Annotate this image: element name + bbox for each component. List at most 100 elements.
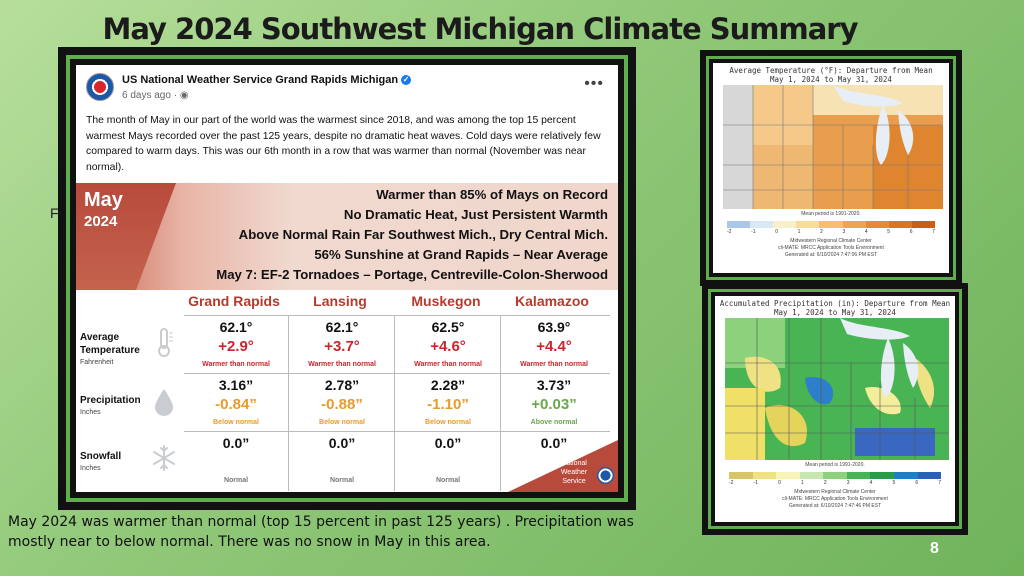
precip-map-frame: Accumulated Precipitation (in): Departur… <box>702 283 968 535</box>
legend-swatch <box>865 221 889 228</box>
precip-mean-period: Mean period is 1991-2020. <box>805 462 865 468</box>
temp-departure: +4.6° <box>430 338 466 355</box>
legend-swatch <box>799 472 824 479</box>
temp-value: 62.1° <box>219 319 253 335</box>
footer-line: Midwestern Regional Climate Center <box>794 489 876 495</box>
legend-tick: 2 <box>823 480 827 486</box>
legend-tick: 4 <box>864 229 868 235</box>
temp-note: Warmer than normal <box>202 361 270 368</box>
post-time[interactable]: 6 days ago · <box>122 90 180 101</box>
row-unit-precipitation: Inches <box>80 409 101 416</box>
post-image-frame: US National Weather Service Grand Rapids… <box>58 47 636 510</box>
table-divider <box>500 315 501 491</box>
raindrop-icon <box>155 389 173 416</box>
legend-swatch <box>870 472 894 479</box>
precip-legend-ticks: -2 -1 0 1 2 3 4 5 6 7 <box>729 480 941 486</box>
post-header: US National Weather Service Grand Rapids… <box>86 71 608 111</box>
nws-badge-text: National Weather Service <box>560 460 588 485</box>
precip-departure: +0.03” <box>531 396 577 413</box>
precip-value: 3.16” <box>218 377 254 393</box>
station-header: Muskegon <box>411 293 481 309</box>
nws-avatar[interactable] <box>86 73 114 101</box>
precip-note: Below normal <box>319 419 365 426</box>
precip-departure: -0.84” <box>215 396 257 413</box>
row-label-temperature: Average Temperature <box>80 332 140 356</box>
temp-legend-ticks: -2 -1 0 1 2 3 4 5 6 7 <box>727 229 935 235</box>
temp-map-footer: Midwestern Regional Climate Center cli-M… <box>713 238 949 259</box>
legend-tick: 6 <box>909 229 913 235</box>
legend-swatch <box>917 472 942 479</box>
legend-swatch <box>888 221 912 228</box>
author-name[interactable]: US National Weather Service Grand Rapids… <box>122 74 399 86</box>
banner-line: Warmer than 85% of Mays on Record <box>376 187 608 202</box>
snow-note: Normal <box>435 477 461 484</box>
table-divider <box>288 315 289 491</box>
temp-map-frame: Average Temperature (°F): Departure from… <box>700 50 962 286</box>
temp-map-title-block: Average Temperature (°F): Departure from… <box>713 66 949 84</box>
precip-value: 3.73” <box>536 377 572 393</box>
precip-map-title-block: Accumulated Precipitation (in): Departur… <box>715 299 955 317</box>
table-divider <box>394 315 395 491</box>
legend-swatch <box>819 221 843 228</box>
table-divider <box>184 315 610 316</box>
legend-tick: 6 <box>915 480 919 486</box>
verified-badge-icon: ✓ <box>401 75 412 86</box>
legend-swatch <box>729 472 753 479</box>
page-number: 8 <box>930 540 939 557</box>
temp-departure: +2.9° <box>218 338 254 355</box>
precip-departure: -0.88” <box>321 396 363 413</box>
footer-line: cli-MATE: MRCC Application Tools Environ… <box>778 245 884 251</box>
temp-value: 62.1° <box>325 319 359 335</box>
banner-month: May <box>84 189 123 211</box>
legend-swatch <box>776 472 800 479</box>
temp-departure: +4.4° <box>536 338 572 355</box>
snow-value: 0.0” <box>328 435 356 451</box>
legend-swatch <box>846 472 871 479</box>
summary-banner: May 2024 Warmer than 85% of Mays on Reco… <box>76 183 618 290</box>
banner-line: 56% Sunshine at Grand Rapids – Near Aver… <box>314 247 608 262</box>
legend-tick: 2 <box>820 229 823 235</box>
precip-map-title: Accumulated Precipitation (in): Departur… <box>719 299 951 308</box>
temp-value: 63.9° <box>537 319 571 335</box>
legend-tick: 7 <box>932 229 935 235</box>
thermometer-icon <box>158 328 173 357</box>
row-unit-temperature: Fahrenheit <box>80 359 114 366</box>
legend-tick: 4 <box>869 480 873 486</box>
station-header: Kalamazoo <box>515 293 589 309</box>
author-link[interactable]: US National Weather Service Grand Rapids… <box>122 74 412 86</box>
table-divider <box>184 373 610 374</box>
precip-note: Below normal <box>425 419 471 426</box>
legend-tick: 0 <box>778 480 781 486</box>
footer-line: cli-MATE: MRCC Application Tools Environ… <box>782 496 888 502</box>
temp-map-image <box>723 85 943 209</box>
slide-title: May 2024 Southwest Michigan Climate Summ… <box>102 12 859 46</box>
banner-line: No Dramatic Heat, Just Persistent Warmth <box>343 207 608 222</box>
legend-swatch <box>842 221 866 228</box>
precip-legend <box>729 472 942 479</box>
legend-swatch <box>752 472 777 479</box>
precip-value: 2.78” <box>324 377 360 393</box>
temp-note: Warmer than normal <box>308 361 376 368</box>
more-options-button[interactable]: ••• <box>584 75 604 92</box>
precip-value: 2.28” <box>430 377 466 393</box>
station-header: Lansing <box>313 293 367 309</box>
noaa-logo-icon <box>597 467 614 484</box>
slide-caption: May 2024 was warmer than normal (top 15 … <box>8 514 634 550</box>
temp-departure-map: Average Temperature (°F): Departure from… <box>713 63 949 273</box>
globe-icon: ◉ <box>179 90 189 101</box>
precip-note: Below normal <box>213 419 259 426</box>
temp-note: Warmer than normal <box>520 361 588 368</box>
legend-tick: -1 <box>753 480 758 486</box>
legend-tick: 0 <box>775 229 778 235</box>
temp-mean-period: Mean period is 1991-2020. <box>801 211 861 217</box>
footer-line: Midwestern Regional Climate Center <box>790 238 872 244</box>
station-header: Grand Rapids <box>188 293 280 309</box>
snow-note: Normal <box>329 477 355 484</box>
legend-swatch <box>823 472 847 479</box>
temp-departure: +3.7° <box>324 338 360 355</box>
legend-tick: 3 <box>846 480 850 486</box>
precip-departure: -1.10” <box>427 396 469 413</box>
legend-swatch <box>911 221 935 228</box>
footer-line: Generated at: 6/10/2024 7:47:06 PM EST <box>784 252 878 258</box>
row-unit-snowfall: Inches <box>80 465 101 472</box>
